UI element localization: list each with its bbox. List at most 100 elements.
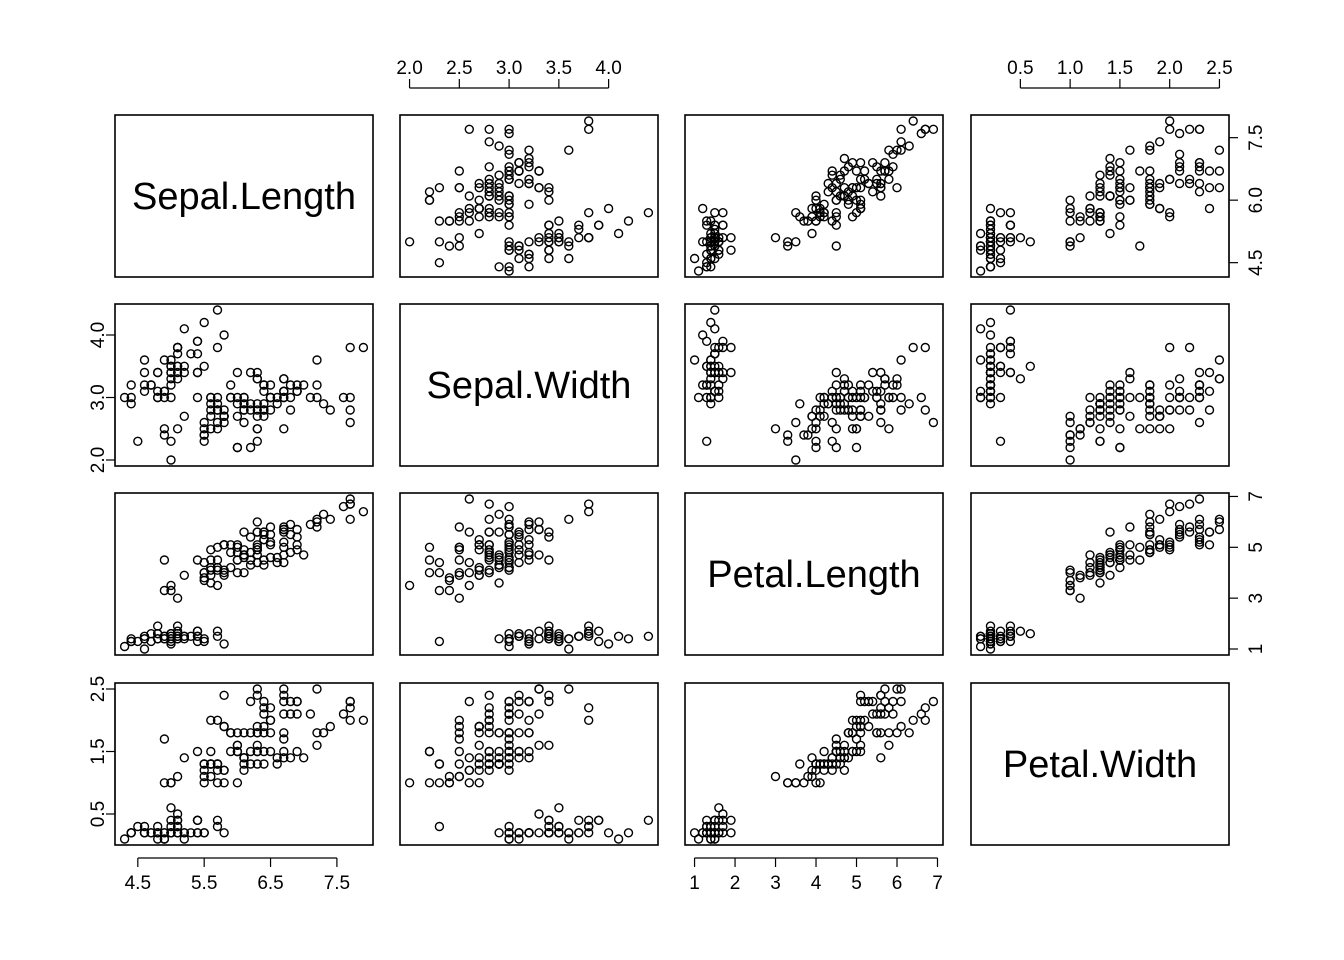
data-point bbox=[1164, 174, 1175, 185]
data-point bbox=[225, 380, 236, 390]
data-point bbox=[544, 245, 554, 255]
data-point bbox=[345, 342, 355, 353]
data-point bbox=[424, 555, 435, 565]
data-point bbox=[424, 187, 435, 197]
data-point bbox=[434, 258, 445, 268]
data-point bbox=[975, 228, 986, 239]
data-point bbox=[245, 399, 256, 409]
data-point bbox=[710, 305, 720, 315]
data-point bbox=[916, 392, 926, 403]
data-point bbox=[1194, 166, 1205, 176]
data-point bbox=[225, 392, 236, 403]
data-point bbox=[544, 621, 554, 631]
data-point bbox=[1145, 392, 1155, 403]
data-point bbox=[259, 696, 269, 707]
data-point bbox=[718, 220, 728, 230]
data-point bbox=[564, 644, 574, 654]
data-point bbox=[514, 157, 524, 168]
data-point bbox=[584, 621, 594, 631]
data-point bbox=[995, 436, 1006, 446]
data-point bbox=[219, 570, 229, 580]
data-point bbox=[908, 342, 918, 353]
data-point bbox=[464, 568, 474, 578]
y-axis-Sepal.Width: 2.0 3.0 4.0 bbox=[88, 322, 116, 473]
data-point bbox=[424, 542, 435, 552]
data-point bbox=[464, 191, 474, 201]
tick-label: 7.5 bbox=[324, 873, 350, 894]
data-point bbox=[1005, 207, 1016, 218]
data-point bbox=[166, 828, 176, 838]
data-point bbox=[504, 821, 514, 832]
data-point bbox=[1105, 228, 1115, 239]
data-point bbox=[1204, 182, 1215, 193]
data-point bbox=[855, 182, 866, 193]
data-point bbox=[404, 237, 415, 247]
data-point bbox=[1065, 580, 1075, 591]
data-point bbox=[1214, 524, 1225, 535]
data-point bbox=[1085, 191, 1095, 201]
data-point bbox=[1065, 565, 1075, 575]
data-point bbox=[1154, 137, 1165, 147]
data-point bbox=[524, 696, 534, 707]
data-point bbox=[1075, 573, 1085, 583]
data-point bbox=[152, 621, 163, 631]
data-point bbox=[504, 162, 514, 172]
data-point bbox=[119, 392, 130, 403]
data-point bbox=[896, 355, 906, 365]
data-point bbox=[811, 442, 821, 453]
data-point bbox=[279, 537, 289, 547]
data-point bbox=[574, 631, 584, 641]
data-point bbox=[1105, 162, 1115, 172]
data-point bbox=[1095, 436, 1105, 446]
data-point bbox=[1194, 178, 1205, 189]
data-point bbox=[305, 709, 316, 719]
variable-label: Sepal.Width bbox=[427, 365, 632, 407]
data-point bbox=[212, 405, 223, 415]
data-point bbox=[474, 228, 484, 239]
data-point bbox=[1075, 212, 1085, 222]
data-point bbox=[1065, 417, 1075, 428]
data-point bbox=[225, 746, 236, 757]
data-point bbox=[494, 562, 504, 573]
data-point bbox=[702, 237, 712, 247]
data-point bbox=[544, 634, 554, 644]
data-point bbox=[1164, 124, 1175, 135]
data-point bbox=[494, 578, 504, 588]
data-point bbox=[1194, 380, 1205, 390]
data-point bbox=[504, 715, 514, 725]
data-point bbox=[1145, 411, 1155, 421]
data-point bbox=[272, 557, 282, 568]
data-point bbox=[514, 746, 524, 757]
data-point bbox=[1164, 507, 1175, 517]
data-point bbox=[693, 392, 704, 403]
panels-layer: Sepal.Length Sepal.Width Petal.Length Petal… bbox=[114, 114, 1230, 846]
data-point bbox=[985, 392, 996, 403]
tick-label: 2.0 bbox=[396, 58, 422, 79]
data-point bbox=[152, 828, 163, 838]
data-point bbox=[1154, 424, 1165, 434]
data-point bbox=[880, 166, 890, 176]
data-point bbox=[285, 405, 296, 415]
data-point bbox=[199, 317, 209, 328]
tick-label: 2 bbox=[730, 873, 741, 894]
data-point bbox=[434, 636, 445, 647]
axes-layer: 4.5 5.5 6.5 7.5 2.0 2.5 3.0 3.5 4.0 1 2 3 4 5 6 7 0.5 1.0… bbox=[88, 58, 1267, 894]
data-point bbox=[1174, 178, 1185, 189]
data-point bbox=[706, 392, 716, 403]
data-point bbox=[726, 815, 736, 825]
data-point bbox=[904, 399, 914, 409]
data-point bbox=[454, 542, 464, 552]
data-point bbox=[219, 411, 229, 421]
data-point bbox=[504, 128, 514, 139]
data-point bbox=[1125, 367, 1135, 378]
data-point bbox=[603, 203, 614, 214]
data-point bbox=[232, 778, 243, 788]
data-point bbox=[1075, 593, 1085, 603]
data-point bbox=[245, 759, 256, 769]
data-point bbox=[1095, 187, 1105, 197]
data-point bbox=[1025, 629, 1036, 639]
data-point bbox=[928, 124, 939, 135]
data-point bbox=[1115, 399, 1125, 409]
data-point bbox=[524, 746, 534, 757]
tick-label: 1.0 bbox=[1057, 58, 1083, 79]
